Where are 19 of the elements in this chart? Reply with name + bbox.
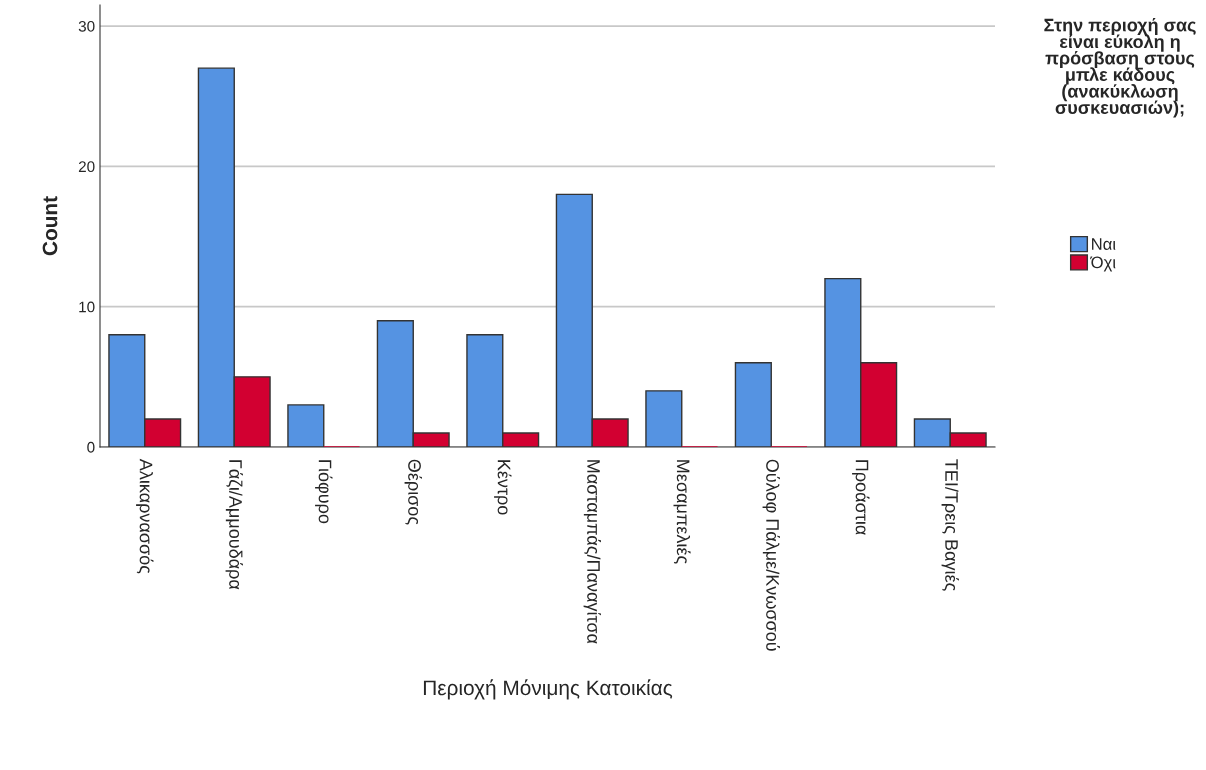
- y-tick-label: 10: [79, 301, 95, 313]
- y-tick-label: 0: [87, 441, 95, 453]
- x-tick-label: Προάστια: [852, 460, 870, 535]
- legend-label: Ναι: [1092, 238, 1116, 250]
- x-tick-label: Θέρισος: [404, 459, 422, 525]
- x-tick-label: Ούλοφ Πάλμε/Κνωσσού: [762, 459, 780, 651]
- x-tick-label: Γάζι/Αμμουδάρα: [225, 460, 243, 590]
- x-tick-label: Μασταμπάς/Παναγίτσα: [583, 460, 601, 644]
- x-tick-label: Αλικαρνασσός: [136, 458, 154, 574]
- y-tick-label: 30: [78, 20, 95, 32]
- legend-title: Στην περιοχή σας είναι εύκολη η πρόσβαση στους μπλε κάδους (ανακύκλωση συσκευασιών);: [1044, 18, 1196, 118]
- x-tick-label: Γιόφυρο: [315, 460, 333, 524]
- x-tick-label: ΤΕΙ/Τρεις Βαγιές: [941, 459, 959, 591]
- y-axis-title: Count: [42, 196, 58, 256]
- y-tick-label: 20: [78, 161, 95, 173]
- x-tick-label: Μεσαμπελιές: [673, 460, 691, 564]
- legend-label: Όχι: [1090, 256, 1116, 272]
- x-tick-label: Κέντρο: [494, 460, 512, 515]
- x-axis-title: Περιοχή Μόνιμης Κατοικίας: [423, 679, 673, 700]
